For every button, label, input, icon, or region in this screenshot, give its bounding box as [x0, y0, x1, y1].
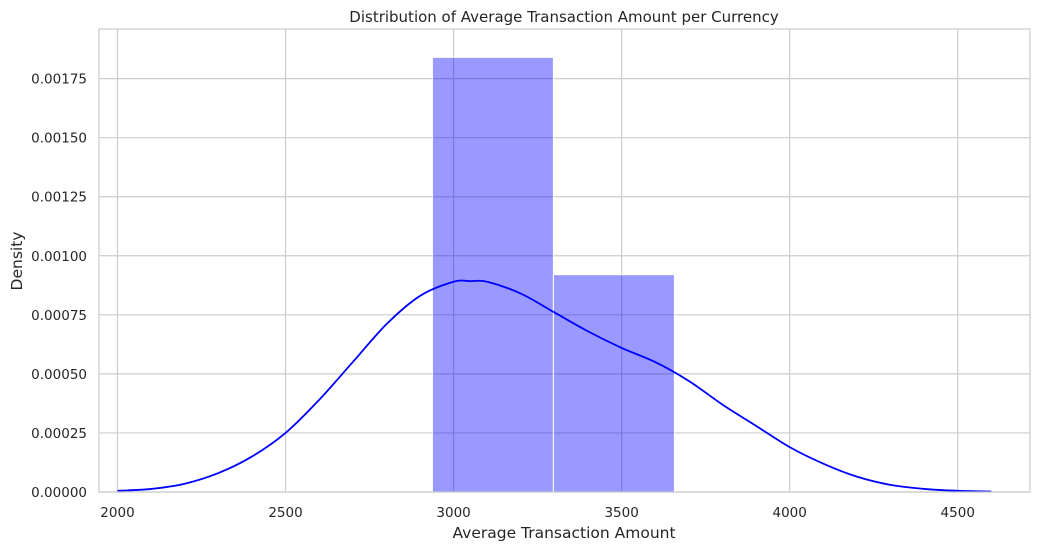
plot-area [99, 29, 1030, 492]
y-tick-label: 0.00125 [31, 190, 87, 206]
y-tick-labels: 0.00000 0.00025 0.00050 0.00075 0.00100 0.001… [31, 72, 87, 501]
x-tick-label: 4000 [773, 505, 807, 521]
y-tick-label: 0.00025 [31, 426, 87, 442]
y-tick-label: 0.00150 [31, 131, 87, 147]
x-tick-label: 2000 [100, 505, 134, 521]
histogram-bars [431, 56, 675, 493]
y-tick-label: 0.00075 [31, 308, 87, 324]
x-tick-label: 4500 [941, 505, 975, 521]
y-tick-label: 0.00000 [31, 485, 87, 501]
kde-line [117, 279, 992, 493]
plot-frame [98, 28, 1031, 493]
x-tick-labels: 2000 2500 3000 3500 4000 4500 [100, 505, 975, 521]
chart-title: Distribution of Average Transaction Amou… [349, 8, 779, 26]
y-axis-label: Density [8, 232, 26, 291]
y-tick-label: 0.00050 [31, 367, 87, 383]
histogram-bar [431, 56, 554, 493]
histogram-bar [552, 274, 675, 493]
y-tick-label: 0.00175 [31, 72, 87, 88]
x-tick-label: 3000 [436, 505, 470, 521]
x-axis-label: Average Transaction Amount [452, 524, 675, 542]
x-tick-label: 2500 [268, 505, 302, 521]
y-tick-label: 0.00100 [31, 249, 87, 265]
x-tick-label: 3500 [604, 505, 638, 521]
